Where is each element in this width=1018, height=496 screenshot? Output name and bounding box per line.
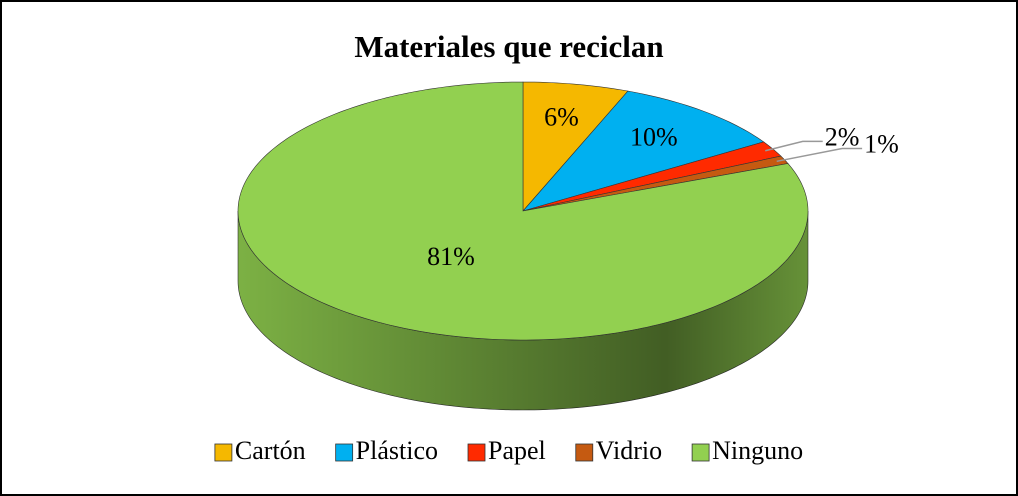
- legend-swatch: [467, 443, 486, 462]
- legend-swatch: [214, 443, 233, 462]
- legend-swatch: [575, 443, 594, 462]
- data-label: 81%: [427, 242, 475, 271]
- leader-line: [776, 147, 863, 163]
- slice-side-shade: [238, 211, 808, 410]
- data-label: 10%: [630, 122, 678, 151]
- legend-swatch: [335, 443, 354, 462]
- leader-line: [765, 140, 823, 152]
- legend-label: Ninguno: [712, 436, 803, 465]
- legend-label: Papel: [488, 436, 546, 465]
- legend-label: Cartón: [235, 436, 306, 465]
- legend-label: Vidrio: [596, 436, 662, 465]
- chart-title: Materiales que reciclan: [354, 29, 663, 64]
- data-label: 6%: [544, 103, 579, 132]
- slice: [237, 81, 809, 341]
- data-label: 2%: [825, 122, 860, 151]
- data-label: 1%: [864, 129, 899, 158]
- legend-label: Plástico: [356, 436, 438, 465]
- legend-swatch: [691, 443, 710, 462]
- slice: [522, 81, 629, 212]
- slice: [522, 90, 765, 212]
- legend: Cartón Plástico Papel Vidrio Ninguno: [214, 436, 803, 465]
